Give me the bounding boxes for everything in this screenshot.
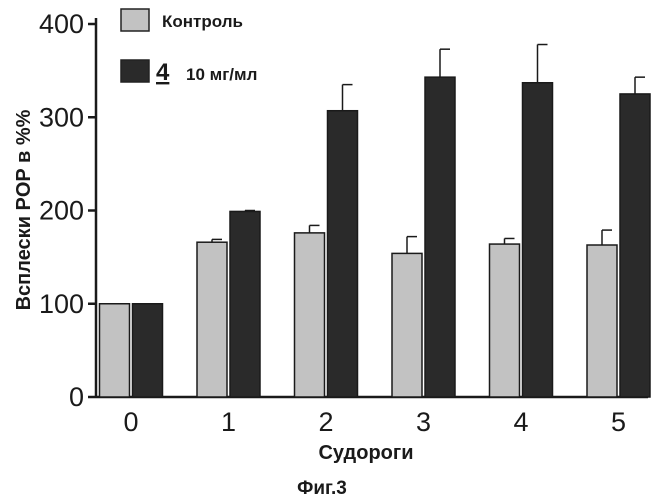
bar-compound <box>133 304 163 397</box>
y-axis-title: Всплески POP в %% <box>13 109 35 310</box>
bar-control <box>392 253 422 397</box>
x-tick-label: 1 <box>221 407 236 437</box>
y-tick-label: 400 <box>39 9 84 39</box>
x-tick-label: 2 <box>318 407 333 437</box>
figure-caption: Фиг.3 <box>297 478 347 499</box>
bar-compound <box>425 77 455 397</box>
bar-compound <box>620 94 650 397</box>
x-tick-label: 5 <box>611 407 626 437</box>
y-tick-label: 200 <box>39 196 84 226</box>
bar-control <box>100 304 130 397</box>
legend: Контроль 4 10 мг/мл <box>121 9 257 86</box>
bars <box>100 45 651 397</box>
legend-compound-label: 10 мг/мл <box>186 65 257 84</box>
x-axis: 0 1 2 3 4 5 <box>96 397 648 437</box>
bar-compound <box>523 83 553 397</box>
legend-swatch-compound <box>121 60 149 82</box>
y-axis: 0 100 200 300 400 <box>39 9 96 412</box>
y-tick-label: 300 <box>39 102 84 132</box>
y-tick-label: 0 <box>69 382 84 412</box>
legend-compound-number: 4 <box>156 59 170 86</box>
x-tick-label: 3 <box>416 407 431 437</box>
bar-compound <box>328 111 358 397</box>
bar-control <box>490 244 520 397</box>
bar-compound <box>230 211 260 397</box>
bar-control <box>587 245 617 397</box>
legend-label-control: Контроль <box>162 12 243 31</box>
bar-control <box>295 233 325 397</box>
legend-swatch-control <box>121 9 149 31</box>
bar-control <box>197 242 227 397</box>
y-tick-label: 100 <box>39 289 84 319</box>
x-tick-label: 0 <box>123 407 138 437</box>
x-tick-label: 4 <box>513 407 528 437</box>
x-axis-title: Судороги <box>318 442 413 464</box>
